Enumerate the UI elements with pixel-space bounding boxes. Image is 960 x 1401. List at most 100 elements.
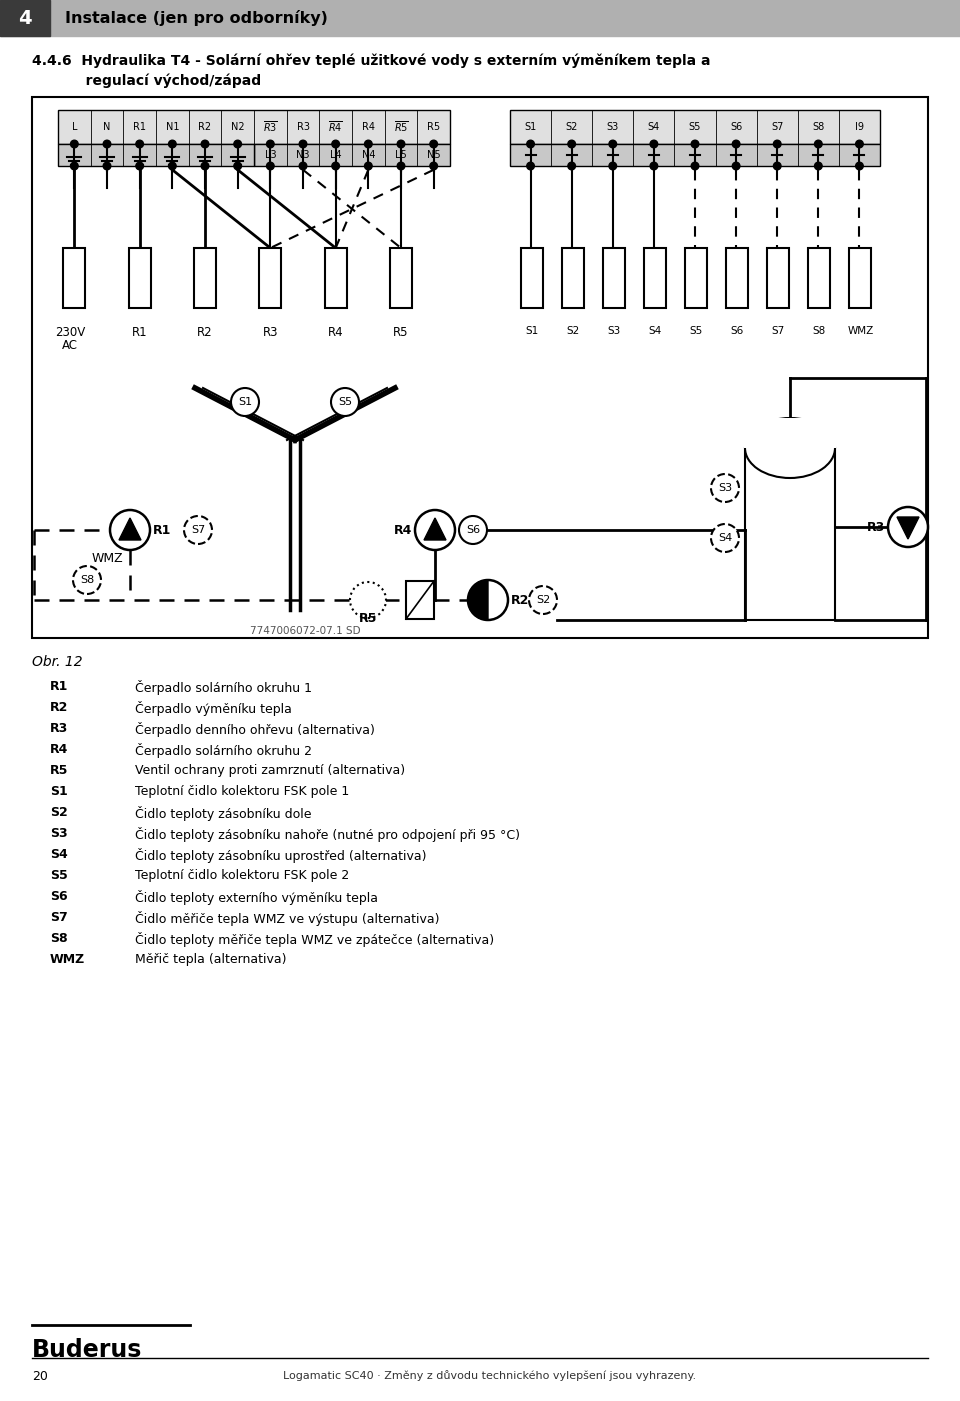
Circle shape bbox=[855, 163, 863, 170]
Text: S4: S4 bbox=[50, 848, 68, 862]
Polygon shape bbox=[406, 581, 434, 619]
Text: R5: R5 bbox=[427, 122, 441, 132]
Circle shape bbox=[136, 163, 143, 170]
Text: WMZ: WMZ bbox=[848, 326, 874, 336]
Circle shape bbox=[110, 510, 150, 551]
Circle shape bbox=[732, 140, 740, 147]
Text: R3: R3 bbox=[867, 521, 885, 534]
Text: R3: R3 bbox=[297, 122, 309, 132]
Text: R2: R2 bbox=[511, 594, 529, 607]
Circle shape bbox=[527, 140, 535, 147]
Text: R5: R5 bbox=[394, 326, 409, 339]
Text: S3: S3 bbox=[607, 326, 620, 336]
Circle shape bbox=[169, 140, 176, 147]
Circle shape bbox=[774, 140, 781, 147]
Text: L3: L3 bbox=[265, 150, 276, 160]
Text: S1: S1 bbox=[525, 326, 539, 336]
Bar bbox=[850, 248, 872, 308]
Bar bbox=[726, 248, 748, 308]
Text: S7: S7 bbox=[50, 911, 68, 925]
Text: S6: S6 bbox=[50, 890, 67, 904]
Text: S2: S2 bbox=[565, 122, 578, 132]
Circle shape bbox=[529, 586, 557, 614]
Text: S7: S7 bbox=[772, 326, 785, 336]
Circle shape bbox=[73, 566, 101, 594]
Text: Logamatic SC40 · Změny z důvodu technického vylepšení jsou vyhrazeny.: Logamatic SC40 · Změny z důvodu technick… bbox=[283, 1370, 697, 1381]
Polygon shape bbox=[424, 518, 446, 539]
Circle shape bbox=[814, 140, 822, 147]
Text: WMZ: WMZ bbox=[92, 552, 124, 565]
Text: S2: S2 bbox=[50, 806, 68, 820]
Text: N2: N2 bbox=[230, 122, 245, 132]
Text: $\overline{R3}$: $\overline{R3}$ bbox=[263, 119, 277, 134]
Bar bbox=[510, 144, 880, 165]
Text: 7747006072-07.1 SD: 7747006072-07.1 SD bbox=[250, 626, 360, 636]
Circle shape bbox=[331, 388, 359, 416]
Text: R5: R5 bbox=[50, 764, 68, 778]
Circle shape bbox=[202, 163, 209, 170]
Text: R4: R4 bbox=[50, 743, 68, 757]
Bar bbox=[63, 248, 85, 308]
Bar bbox=[520, 248, 542, 308]
Circle shape bbox=[568, 140, 575, 147]
Text: Čidlo měřiče tepla WMZ ve výstupu (alternativa): Čidlo měřiče tepla WMZ ve výstupu (alter… bbox=[135, 911, 440, 926]
Bar bbox=[644, 248, 666, 308]
Bar bbox=[194, 248, 216, 308]
Bar bbox=[254, 144, 450, 165]
Text: S1: S1 bbox=[238, 396, 252, 408]
Text: 4: 4 bbox=[18, 8, 32, 28]
Text: R2: R2 bbox=[199, 122, 211, 132]
Circle shape bbox=[332, 140, 340, 147]
Text: Čidlo teploty měřiče tepla WMZ ve zpátečce (alternativa): Čidlo teploty měřiče tepla WMZ ve zpáteč… bbox=[135, 932, 494, 947]
Text: N3: N3 bbox=[297, 150, 310, 160]
Bar bbox=[0, 0, 50, 36]
Text: S4: S4 bbox=[718, 532, 732, 544]
Text: S4: S4 bbox=[648, 122, 660, 132]
Text: Čerpadlo solárního okruhu 1: Čerpadlo solárního okruhu 1 bbox=[135, 679, 312, 695]
Text: S2: S2 bbox=[566, 326, 579, 336]
Bar bbox=[685, 248, 707, 308]
Circle shape bbox=[415, 510, 455, 551]
Bar bbox=[562, 248, 584, 308]
Text: $\overline{R4}$: $\overline{R4}$ bbox=[328, 119, 343, 134]
Bar bbox=[603, 248, 625, 308]
Circle shape bbox=[430, 163, 438, 170]
Circle shape bbox=[365, 163, 372, 170]
Text: S5: S5 bbox=[689, 326, 703, 336]
Circle shape bbox=[350, 581, 386, 618]
Text: R2: R2 bbox=[50, 700, 68, 715]
Ellipse shape bbox=[745, 417, 835, 478]
Circle shape bbox=[609, 140, 616, 147]
Bar bbox=[324, 248, 347, 308]
Circle shape bbox=[332, 163, 340, 170]
Circle shape bbox=[650, 163, 658, 170]
Circle shape bbox=[711, 474, 739, 502]
Text: Čerpadlo výměníku tepla: Čerpadlo výměníku tepla bbox=[135, 700, 292, 716]
Text: Buderus: Buderus bbox=[32, 1338, 142, 1362]
Circle shape bbox=[300, 140, 307, 147]
Text: R3: R3 bbox=[50, 722, 68, 736]
Circle shape bbox=[104, 163, 110, 170]
Circle shape bbox=[234, 140, 242, 147]
Circle shape bbox=[169, 163, 176, 170]
Text: S8: S8 bbox=[50, 932, 67, 946]
Text: Měřič tepla (alternativa): Měřič tepla (alternativa) bbox=[135, 953, 286, 967]
Text: L4: L4 bbox=[330, 150, 342, 160]
Text: Teplotní čidlo kolektoru FSK pole 2: Teplotní čidlo kolektoru FSK pole 2 bbox=[135, 869, 349, 883]
Circle shape bbox=[104, 140, 110, 147]
Text: 4.4.6  Hydraulika T4 - Solární ohřev teplé užitkové vody s externím výměníkem te: 4.4.6 Hydraulika T4 - Solární ohřev tepl… bbox=[32, 53, 710, 67]
Bar bbox=[808, 248, 830, 308]
Circle shape bbox=[468, 580, 508, 621]
Text: S3: S3 bbox=[718, 483, 732, 493]
Circle shape bbox=[202, 140, 209, 147]
Text: S8: S8 bbox=[813, 326, 826, 336]
Text: L: L bbox=[72, 122, 77, 132]
Text: Čidlo teploty zásobníku dole: Čidlo teploty zásobníku dole bbox=[135, 806, 311, 821]
Text: R4: R4 bbox=[328, 326, 344, 339]
Circle shape bbox=[459, 516, 487, 544]
Text: WMZ: WMZ bbox=[50, 953, 85, 967]
Circle shape bbox=[691, 163, 699, 170]
Text: Čerpadlo solárního okruhu 2: Čerpadlo solárního okruhu 2 bbox=[135, 743, 312, 758]
Text: N: N bbox=[104, 122, 110, 132]
Text: R4: R4 bbox=[362, 122, 374, 132]
